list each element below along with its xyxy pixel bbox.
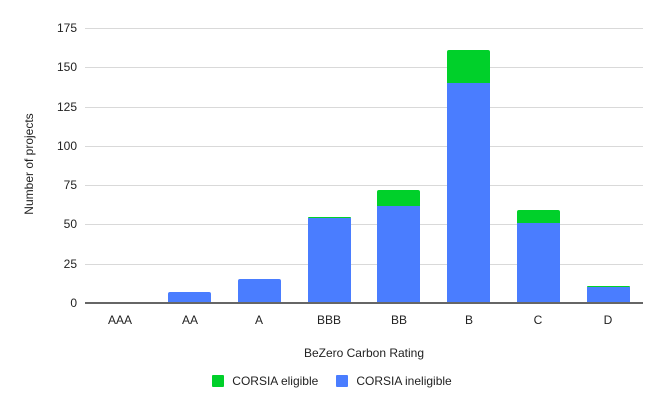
bar-bb[interactable] — [377, 189, 420, 303]
legend-item-corsia-eligible[interactable]: CORSIA eligible — [212, 374, 318, 388]
y-tick-label: 100 — [56, 139, 77, 153]
x-tick-label: B — [464, 313, 473, 327]
x-tick-label: C — [533, 313, 543, 327]
y-tick-label: 50 — [63, 217, 77, 231]
x-tick-label: AAA — [107, 313, 132, 327]
legend-swatch-icon — [212, 375, 225, 387]
bar-aa[interactable] — [168, 292, 211, 303]
gridline — [85, 28, 643, 29]
y-tick-label: 175 — [56, 21, 77, 35]
x-axis-line — [85, 302, 643, 304]
bar-segment-corsia-ineligible[interactable] — [308, 218, 351, 303]
gridline — [85, 67, 643, 68]
bar-segment-corsia-ineligible[interactable] — [377, 205, 420, 303]
y-tick-label: 150 — [56, 60, 77, 74]
gridline — [85, 264, 643, 265]
x-tick-label: AA — [181, 313, 198, 327]
y-tick-label: 125 — [56, 100, 77, 114]
bar-bbb[interactable] — [308, 216, 351, 303]
bar-a[interactable] — [238, 279, 281, 303]
bar-segment-corsia-eligible[interactable] — [447, 50, 490, 83]
bar-segment-corsia-ineligible[interactable] — [517, 222, 560, 303]
x-tick-label: BBB — [316, 313, 341, 327]
bar-segment-corsia-ineligible[interactable] — [168, 292, 211, 303]
legend-label: CORSIA ineligible — [356, 374, 452, 388]
x-tick-label: BB — [390, 313, 407, 327]
bar-d[interactable] — [587, 285, 630, 303]
bar-segment-corsia-ineligible[interactable] — [587, 287, 630, 303]
x-tick-label: A — [254, 313, 263, 327]
bar-c[interactable] — [517, 210, 560, 303]
y-axis-title: Number of projects — [22, 113, 36, 215]
gridline — [85, 224, 643, 225]
gridline — [85, 185, 643, 186]
gridline — [85, 107, 643, 108]
legend-item-corsia-ineligible[interactable]: CORSIA ineligible — [336, 374, 452, 388]
bar-segment-corsia-eligible[interactable] — [517, 210, 560, 223]
x-tick-label: D — [603, 313, 613, 327]
y-tick-label: 0 — [70, 296, 77, 310]
legend-label: CORSIA eligible — [232, 374, 319, 388]
bar-segment-corsia-eligible[interactable] — [587, 285, 630, 288]
gridline — [85, 146, 643, 147]
legend-swatch-icon — [336, 375, 349, 387]
bar-segment-corsia-ineligible[interactable] — [447, 83, 490, 303]
bar-segment-corsia-eligible[interactable] — [308, 216, 351, 219]
bar-segment-corsia-ineligible[interactable] — [238, 279, 281, 303]
bar-b[interactable] — [447, 50, 490, 303]
y-tick-label: 25 — [63, 257, 77, 271]
bar-segment-corsia-eligible[interactable] — [377, 189, 420, 206]
legend: CORSIA eligible CORSIA ineligible — [0, 374, 664, 388]
x-axis-title: BeZero Carbon Rating — [303, 346, 425, 360]
y-tick-label: 75 — [63, 178, 77, 192]
